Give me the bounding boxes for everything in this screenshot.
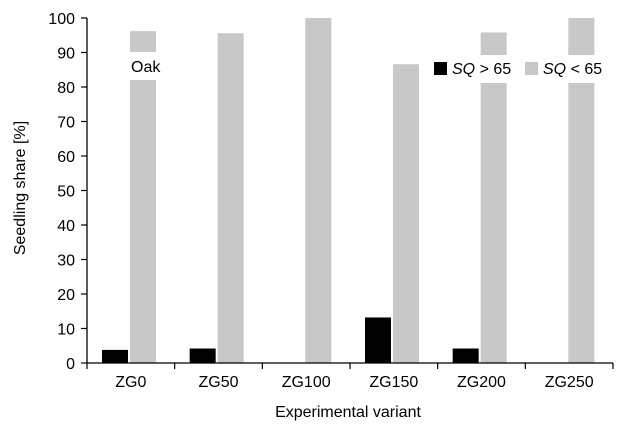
y-tick-label-80: 80: [57, 80, 75, 97]
y-tick-label-40: 40: [57, 218, 75, 235]
bar-zg200-series-1: [452, 348, 479, 363]
x-axis-title: Experimental variant: [275, 404, 421, 421]
legend-background: [428, 55, 613, 83]
annotation-background: [124, 52, 170, 80]
y-tick-label-60: 60: [57, 149, 75, 166]
bar-zg0-series-1: [102, 349, 128, 363]
annotation-label: Oak: [131, 59, 161, 76]
legend: SQ > 65 SQ < 65: [428, 55, 613, 83]
y-tick-label-90: 90: [57, 46, 75, 63]
y-tick-label-50: 50: [57, 184, 75, 201]
bar-zg0-series-2: [130, 31, 156, 364]
bar-zg150-series-1: [365, 317, 391, 363]
legend-swatch-1: [434, 62, 447, 75]
y-tick-label-30: 30: [57, 253, 75, 270]
x-tick-label-zg250: ZG250: [545, 374, 594, 391]
y-tick-label-20: 20: [57, 287, 75, 304]
y-tick-label-10: 10: [57, 322, 75, 339]
x-tick-label-zg0: ZG0: [115, 374, 146, 391]
axes: 0 10 20 30 40 50 60 70 80 90 100 ZG0 ZG50 ZG100 ZG150 Z…: [48, 11, 614, 391]
bars-group: Oak: [102, 18, 595, 364]
legend-label-2: SQ < 65: [543, 61, 602, 78]
x-tick-label-zg100: ZG100: [282, 374, 331, 391]
x-tick-label-zg150: ZG150: [369, 374, 418, 391]
bar-zg100-series-2: [305, 18, 332, 363]
y-tick-label-0: 0: [66, 356, 75, 373]
bar-zg50-series-1: [189, 348, 216, 363]
y-tick-label-70: 70: [57, 115, 75, 132]
x-tick-label-zg200: ZG200: [457, 374, 506, 391]
bar-zg50-series-2: [217, 33, 244, 364]
legend-swatch-2: [525, 62, 538, 75]
y-tick-label-100: 100: [48, 11, 75, 28]
x-tick-label-zg50: ZG50: [198, 374, 238, 391]
legend-label-1: SQ > 65: [452, 61, 511, 78]
y-axis-title: Seedling share [%]: [12, 121, 29, 255]
bar-zg150-series-2: [393, 64, 419, 363]
bar-zg200-series-2: [480, 32, 507, 364]
